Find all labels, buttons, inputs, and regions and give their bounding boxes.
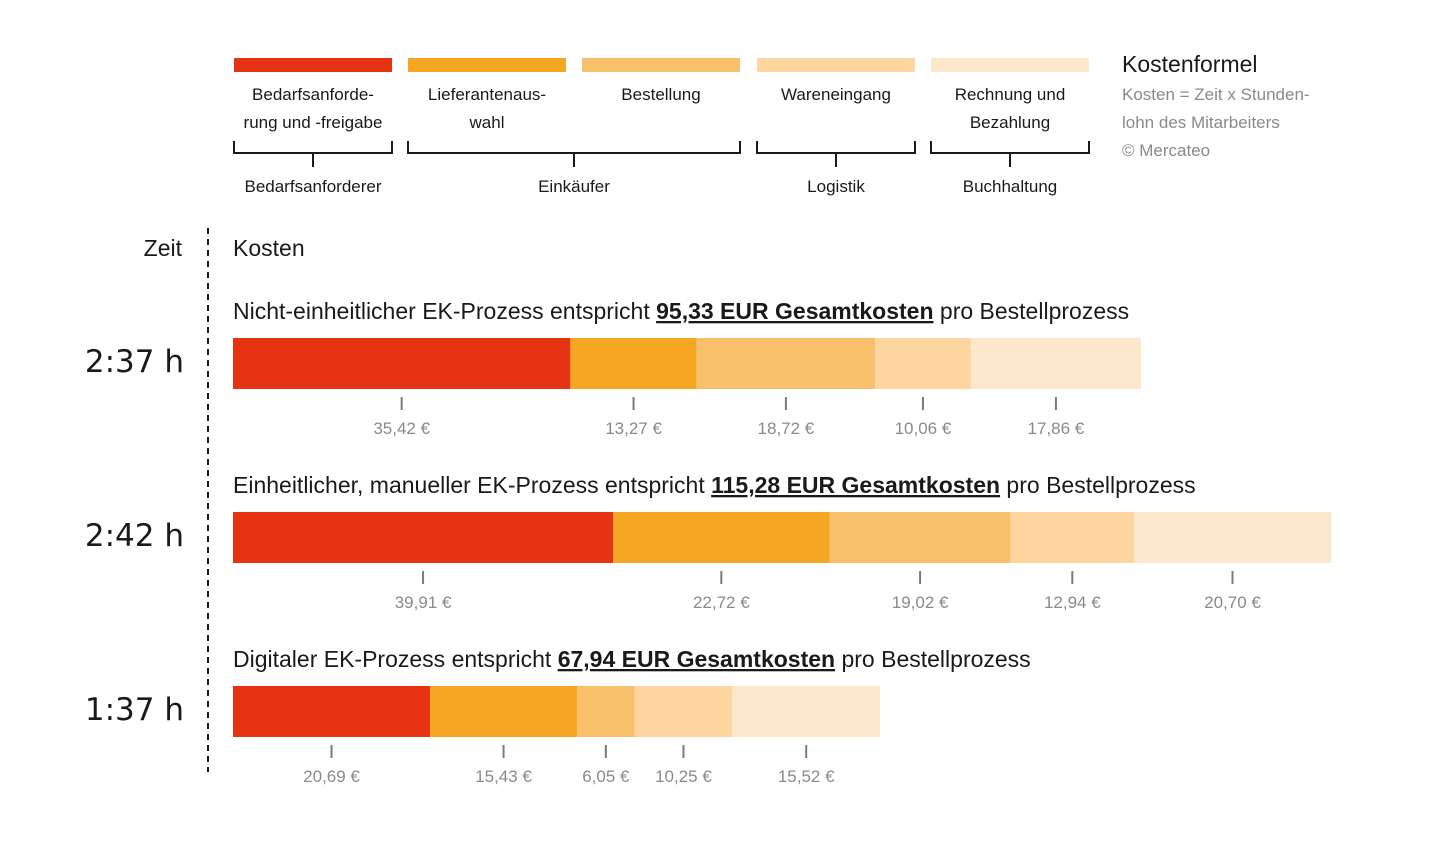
group-bracket-2	[407, 141, 741, 167]
group-bracket-3	[756, 141, 916, 167]
process-title-prefix-2: Einheitlicher, manueller EK-Prozess ents…	[233, 472, 711, 498]
time-label-2: 2:42 h	[85, 518, 184, 554]
legend-label-4-line-1: Wareneingang	[781, 85, 891, 104]
legend-label-5-line-1: Rechnung und	[955, 85, 1066, 104]
legend-label-2-line-2: wahl	[469, 113, 505, 132]
legend-swatch-4	[757, 58, 915, 72]
bar-segment-1-4	[875, 338, 971, 389]
bar-segment-3-3	[577, 686, 635, 737]
bar-segment-2-1	[233, 512, 614, 563]
legend-label-1-line-2: rung und -freigabe	[244, 113, 383, 132]
group-label-1: Bedarfsanforderer	[244, 177, 381, 196]
time-label-3: 1:37 h	[85, 692, 184, 728]
value-label-3-4: 10,25 €	[655, 767, 712, 786]
bar-segment-3-5	[732, 686, 881, 737]
time-axis-label: Zeit	[144, 235, 183, 261]
process-title-prefix-3: Digitaler EK-Prozess entspricht	[233, 646, 558, 672]
group-bracket-1	[233, 141, 393, 167]
value-label-2-2: 22,72 €	[693, 593, 750, 612]
legend-label-3-line-1: Bestellung	[621, 85, 700, 104]
value-label-3-1: 20,69 €	[303, 767, 360, 786]
group-label-3: Logistik	[807, 177, 865, 196]
formula-line-2: lohn des Mitarbeiters	[1122, 113, 1280, 132]
legend-swatch-2	[408, 58, 566, 72]
value-label-3-3: 6,05 €	[582, 767, 630, 786]
cost-axis-label: Kosten	[233, 235, 305, 261]
value-label-1-1: 35,42 €	[373, 419, 430, 438]
process-total-1: 95,33 EUR Gesamtkosten	[656, 298, 933, 324]
bar-segment-2-4	[1010, 512, 1134, 563]
bar-segment-3-1	[233, 686, 431, 737]
legend-label-1-line-1: Bedarfsanforde-	[252, 85, 374, 104]
process-title-suffix-1: pro Bestellprozess	[934, 298, 1130, 324]
bar-segment-1-3	[696, 338, 876, 389]
process-title-prefix-1: Nicht-einheitlicher EK-Prozess entsprich…	[233, 298, 656, 324]
bar-segment-2-2	[613, 512, 830, 563]
legend-swatch-3	[582, 58, 740, 72]
legend-label-5-line-2: Bezahlung	[970, 113, 1050, 132]
bar-segment-1-2	[570, 338, 697, 389]
value-label-2-4: 12,94 €	[1044, 593, 1101, 612]
bar-segment-1-1	[233, 338, 571, 389]
bar-segment-3-2	[430, 686, 578, 737]
legend-label-2-line-1: Lieferantenaus-	[428, 85, 546, 104]
legend-swatch-5	[931, 58, 1089, 72]
value-label-1-2: 13,27 €	[605, 419, 662, 438]
bar-segment-3-4	[634, 686, 733, 737]
formula-line-3: © Mercateo	[1122, 141, 1210, 160]
process-title-suffix-2: pro Bestellprozess	[1000, 472, 1196, 498]
value-label-2-5: 20,70 €	[1204, 593, 1261, 612]
group-label-2: Einkäufer	[538, 177, 610, 196]
bar-segment-1-5	[970, 338, 1141, 389]
legend-swatch-1	[234, 58, 392, 72]
value-label-1-5: 17,86 €	[1028, 419, 1085, 438]
process-total-2: 115,28 EUR Gesamtkosten	[711, 472, 1000, 498]
bar-segment-2-5	[1133, 512, 1332, 563]
formula-line-1: Kosten = Zeit x Stunden-	[1122, 85, 1310, 104]
time-label-1: 2:37 h	[85, 344, 184, 380]
value-label-1-4: 10,06 €	[895, 419, 952, 438]
value-label-1-3: 18,72 €	[758, 419, 815, 438]
process-title-suffix-3: pro Bestellprozess	[835, 646, 1031, 672]
group-bracket-4	[930, 141, 1090, 167]
formula-title: Kostenformel	[1122, 51, 1258, 77]
process-total-3: 67,94 EUR Gesamtkosten	[558, 646, 835, 672]
value-label-3-2: 15,43 €	[475, 767, 532, 786]
value-label-2-1: 39,91 €	[395, 593, 452, 612]
process-title-2: Einheitlicher, manueller EK-Prozess ents…	[233, 472, 1196, 498]
process-title-3: Digitaler EK-Prozess entspricht 67,94 EU…	[233, 646, 1031, 672]
value-label-3-5: 15,52 €	[778, 767, 835, 786]
process-title-1: Nicht-einheitlicher EK-Prozess entsprich…	[233, 298, 1129, 324]
value-label-2-3: 19,02 €	[892, 593, 949, 612]
bar-segment-2-3	[829, 512, 1011, 563]
group-label-4: Buchhaltung	[963, 177, 1058, 196]
